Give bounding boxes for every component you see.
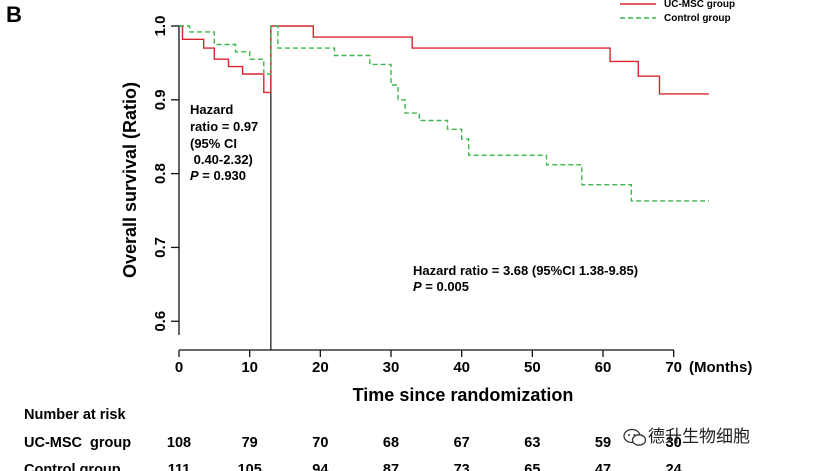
y-tick-label: 0.9 (152, 89, 169, 110)
annotation-right-pvalue: P = 0.005 (413, 279, 469, 294)
risk-value: 65 (524, 462, 540, 471)
risk-value: 79 (242, 435, 258, 451)
y-tick-label: 0.7 (152, 237, 169, 258)
annotation-left: Hazard ratio = 0.97 (95% CI 0.40-2.32) P… (190, 102, 258, 183)
x-axis-label: Time since randomization (353, 385, 574, 405)
p-symbol: P (190, 168, 199, 183)
risk-value: 24 (666, 462, 682, 471)
p-symbol: P (413, 279, 422, 294)
wechat-icon (623, 428, 647, 446)
risk-value: 87 (383, 462, 399, 471)
x-tick-label: 0 (175, 359, 183, 376)
annotation-left-line: 0.40-2.32) (190, 152, 253, 167)
risk-value: 105 (238, 462, 262, 471)
x-ticks: 0 10 20 30 40 50 60 70 (175, 350, 682, 376)
risk-value: 70 (312, 435, 328, 451)
watermark: 德升生物细胞 (623, 427, 750, 446)
risk-value: 111 (168, 462, 191, 471)
risk-value: 59 (595, 435, 611, 451)
x-tick-label: 10 (241, 359, 258, 376)
legend: UC-MSC group Control group (620, 0, 735, 24)
annotation-left-pvalue: P = 0.930 (190, 168, 246, 183)
y-ticks: 0.6 0.7 0.8 0.9 1.0 (152, 16, 179, 332)
risk-value: 47 (595, 462, 611, 471)
annotation-right: Hazard ratio = 3.68 (95%CI 1.38-9.85) P … (413, 263, 638, 294)
y-tick-label: 0.8 (152, 163, 169, 184)
y-tick-label: 1.0 (152, 16, 169, 37)
risk-row-label-control: Control group (24, 462, 121, 471)
risk-value: 67 (454, 435, 470, 451)
panel-label: B (6, 2, 22, 27)
survival-curve-uc-msc (179, 25, 709, 95)
y-tick-label: 0.6 (152, 311, 169, 332)
annotation-left-line: Hazard (190, 102, 233, 117)
risk-table-values: 108 79 70 68 67 63 59 30 111 105 94 87 73 65 47 24 (167, 435, 682, 471)
watermark-text: 德升生物细胞 (648, 427, 750, 446)
risk-value: 63 (524, 435, 540, 451)
x-tick-label: 60 (595, 359, 612, 376)
legend-label-uc-msc: UC-MSC group (664, 0, 735, 10)
annotation-right-hr: Hazard ratio = 3.68 (95%CI 1.38-9.85) (413, 263, 638, 278)
risk-table-title: Number at risk (24, 407, 126, 423)
risk-value: 68 (383, 435, 399, 451)
risk-value: 30 (666, 435, 682, 451)
risk-row-label-uc-msc: UC-MSC group (24, 435, 131, 451)
y-axis-label: Overall survival (Ratio) (120, 82, 140, 278)
x-tick-label: 40 (453, 359, 470, 376)
risk-value: 94 (312, 462, 328, 471)
x-tick-label: 20 (312, 359, 329, 376)
x-axis-unit: (Months) (689, 359, 752, 376)
p-value: = 0.930 (199, 168, 246, 183)
p-value: = 0.005 (422, 279, 469, 294)
x-tick-label: 30 (383, 359, 400, 376)
legend-label-control: Control group (664, 13, 731, 24)
annotation-left-line: (95% CI (190, 136, 237, 151)
survival-curve-control (179, 25, 709, 202)
risk-value: 108 (167, 435, 191, 451)
x-tick-label: 50 (524, 359, 541, 376)
x-tick-label: 70 (665, 359, 682, 376)
annotation-left-line: ratio = 0.97 (190, 119, 258, 134)
risk-value: 73 (454, 462, 470, 471)
